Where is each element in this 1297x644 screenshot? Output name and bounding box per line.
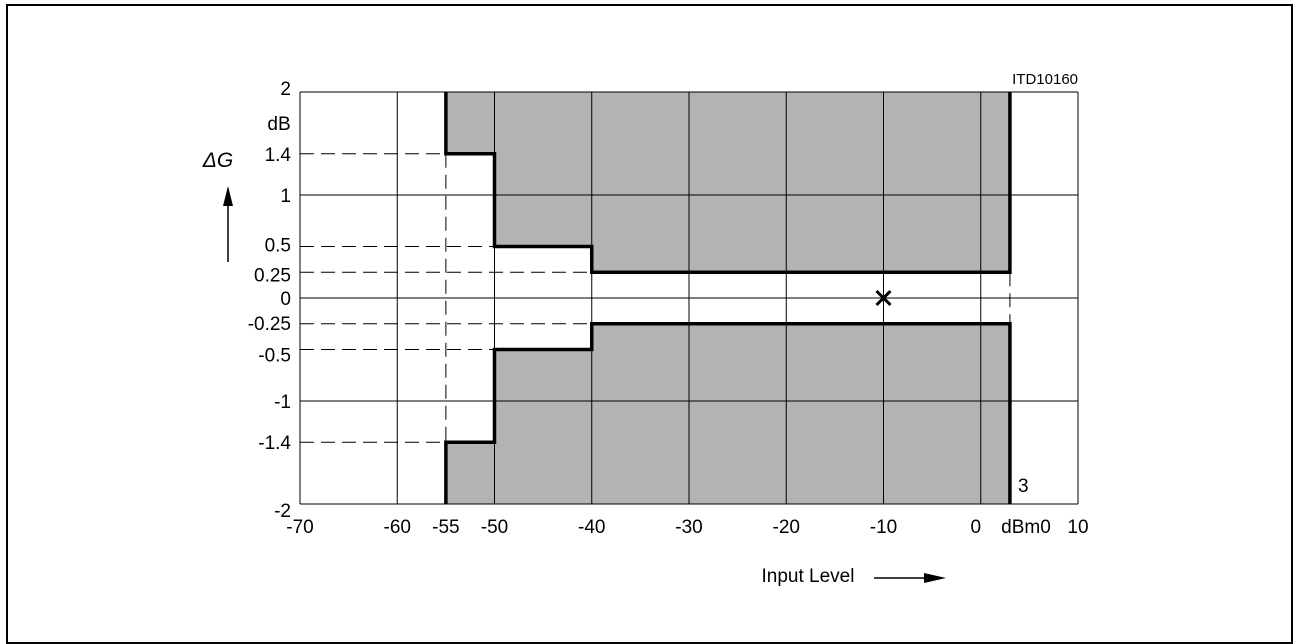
upper-limit-region [445,92,1010,273]
y-unit-label: dB [267,114,290,135]
y-axis-arrow-head [223,186,233,206]
x-tick-label: 10 [1067,517,1088,538]
x-tick-label: -50 [481,517,508,538]
y-tick-label: -1.4 [258,433,291,454]
y-tick-label: -1 [274,392,291,413]
y-tick-label: 1.4 [265,145,292,166]
y-tick-label: -0.25 [248,314,291,335]
y-tick-label: 2 [280,79,291,100]
y-tick-label: 1 [280,186,291,207]
reference-point-marker [875,289,892,307]
y-axis-title: ΔG [202,149,233,172]
x-tick-label: -10 [870,517,897,538]
x-tick-label: 0 [970,517,981,538]
x-tick-label: -30 [675,517,702,538]
lower-limit-line [444,322,1012,504]
y-tick-label: -2 [274,501,291,522]
axis-arrows [223,186,946,583]
y-tick-label: 0.25 [254,265,291,286]
x-unit-label: dBm0 [1001,517,1051,538]
x-tick-label: -60 [384,517,411,538]
x-tick-label: -70 [286,517,313,538]
x-tick-label: -55 [432,517,459,538]
x-tick-label: -40 [578,517,605,538]
lower-limit-region [445,323,1010,504]
figure-id: ITD10160 [1012,71,1078,88]
upper-limit-line [444,92,1012,274]
y-tick-label: 0.5 [265,236,291,257]
x-axis-title: Input Level [762,566,855,587]
y-tick-label: 0 [280,289,291,310]
x-axis-arrow-head [924,573,946,583]
y-tick-label: -0.5 [258,346,291,367]
x-tick-label: -20 [773,517,800,538]
end-marker-label: 3 [1018,476,1029,497]
